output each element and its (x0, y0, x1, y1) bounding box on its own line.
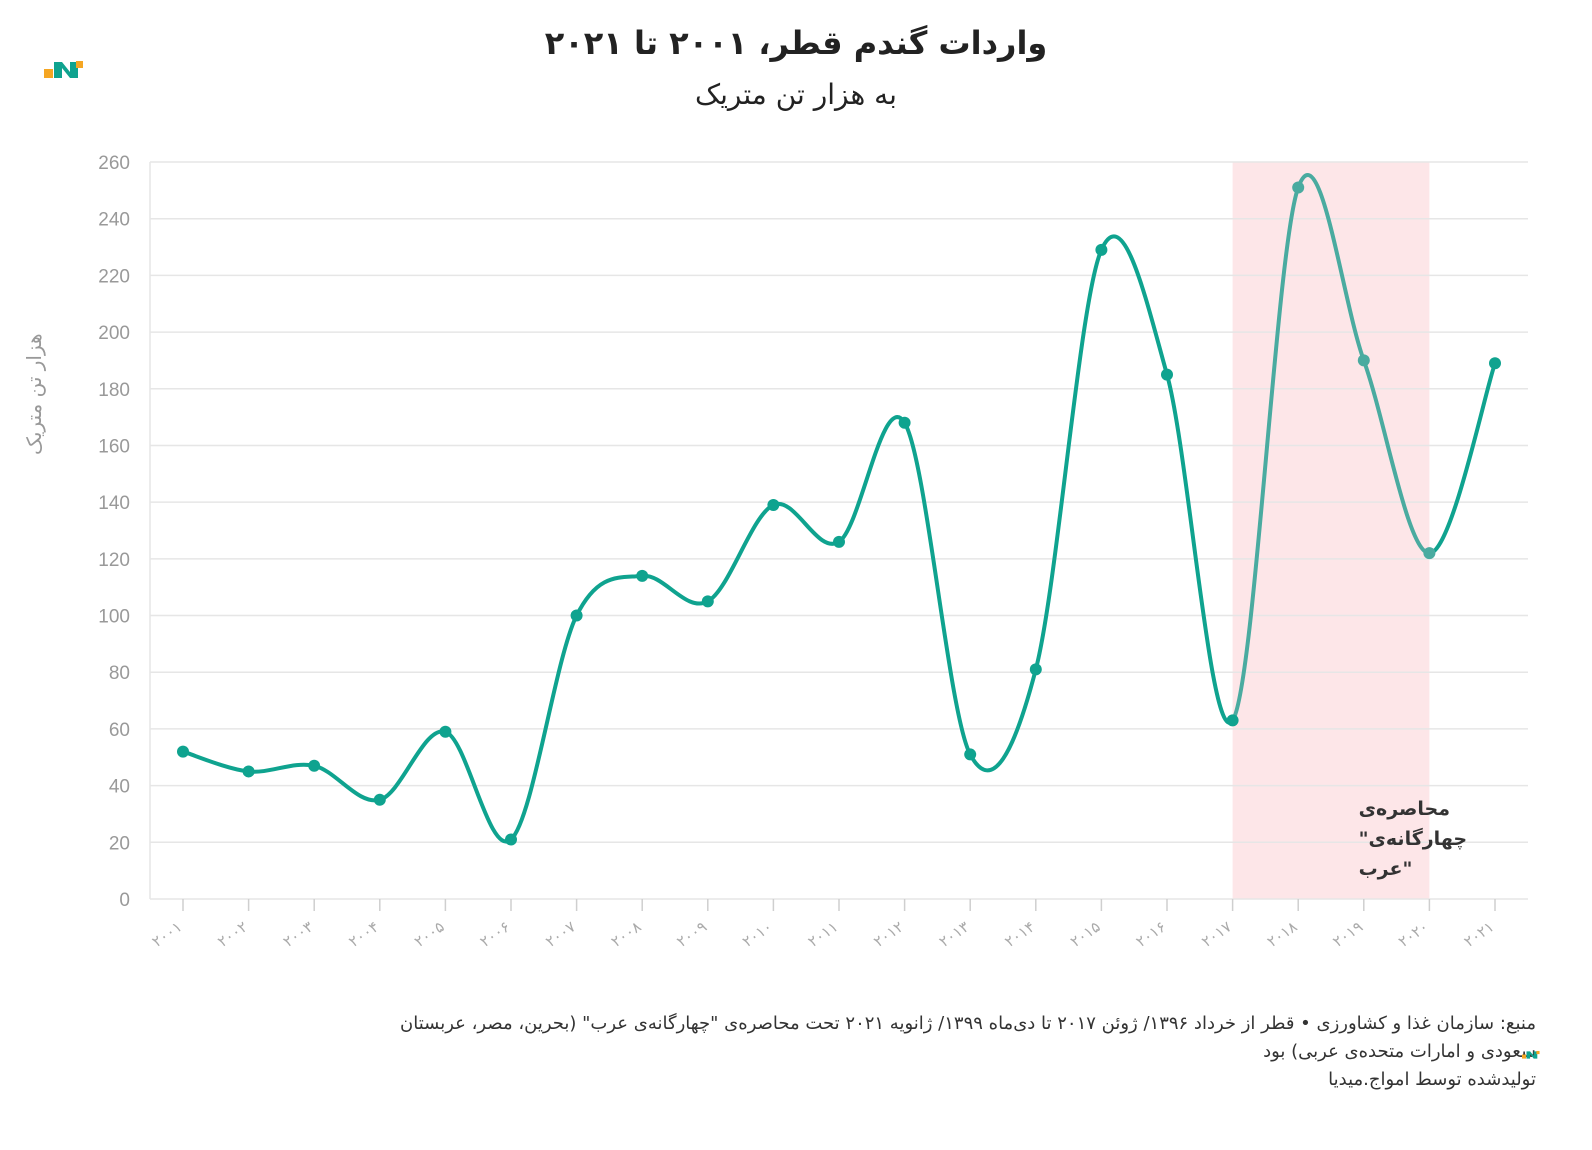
x-tick-label: ۲۰۱۰ (739, 918, 776, 951)
y-tick-label: 240 (98, 210, 130, 231)
x-tick-label: ۲۰۰۸ (608, 918, 645, 951)
blockade-label-line: محاصره‌ی (1359, 798, 1450, 820)
data-point (1029, 663, 1042, 676)
x-tick-label: ۲۰۰۲ (214, 918, 251, 951)
y-tick-label: 260 (98, 153, 130, 174)
data-point (308, 759, 321, 772)
x-tick-label: ۲۰۰۳ (280, 918, 317, 951)
series-line-segment (771, 501, 841, 546)
series-line-segment (1230, 185, 1301, 723)
x-tick-label: ۲۰۰۴ (345, 918, 382, 951)
series-line-segment (377, 729, 448, 802)
data-point (373, 793, 386, 806)
blockade-label-line: "عرب (1359, 858, 1413, 880)
data-point (505, 833, 517, 846)
x-tick-label: ۲۰۱۳ (936, 918, 973, 951)
data-point (636, 569, 649, 582)
series-line-segment (1099, 234, 1169, 377)
data-point (242, 765, 255, 778)
source-line-1: منبع: سازمان غذا و کشاورزی • قطر از خردا… (400, 1013, 1536, 1034)
line-chart: 0 20 40 60 80 100 120 140 160 180 200 220 240 260 ۲۰۰… (98, 153, 1528, 951)
data-point (1292, 181, 1305, 194)
data-point (898, 416, 911, 429)
x-tick-label: ۲۰۱۴ (1001, 918, 1038, 951)
x-tick-label: ۲۰۱۵ (1067, 918, 1104, 951)
series-line-segment (181, 749, 251, 774)
y-tick-label: 140 (98, 493, 130, 514)
series-line-segment (574, 573, 645, 618)
data-point (964, 748, 977, 761)
x-tick-label: ۲۰۰۹ (673, 918, 710, 951)
blockade-band-rect (1232, 162, 1430, 899)
x-tick-label: ۲۰۱۷ (1198, 918, 1235, 951)
x-tick-label: ۲۰۰۵ (411, 918, 448, 951)
x-tick-label: ۲۰۰۶ (477, 918, 514, 951)
series-line-segment (968, 667, 1038, 773)
blockade-annotation: محاصره‌ی چهارگانه‌ی" "عرب (1359, 798, 1467, 880)
data-point (1423, 547, 1436, 560)
blockade-band (1232, 162, 1430, 899)
y-tick-label: 60 (109, 720, 130, 741)
series-line (181, 173, 1497, 844)
amwaj-small-logo-icon (1522, 1050, 1540, 1059)
y-tick-label: 0 (119, 890, 130, 911)
series-line-segment (1165, 372, 1235, 725)
x-tick-labels: ۲۰۰۱ ۲۰۰۲ ۲۰۰۳ ۲۰۰۴ ۲۰۰۵ ۲۰۰۶ ۲۰۰۷ ۲۰۰۸ ۲۰۰۹ ۲۰۱۰… (149, 899, 1498, 951)
x-tick-label: ۲۰۱۲ (870, 918, 907, 951)
y-tick-label: 40 (109, 777, 130, 798)
series-line-segment (902, 420, 973, 757)
chart-title: واردات گندم قطر، ۲۰۰۱ تا ۲۰۲۱ (544, 24, 1048, 62)
data-point (833, 535, 845, 548)
x-tick-label: ۲۰۱۹ (1329, 918, 1366, 951)
source-line-2: سعودی و امارات متحده‌ی عربی) بود (1263, 1041, 1536, 1062)
y-tick-label: 180 (98, 380, 130, 401)
chart-subtitle: به هزار تن متریک (695, 78, 897, 111)
amwaj-logo-icon (44, 61, 83, 78)
y-tick-label: 120 (98, 550, 130, 571)
y-tick-label: 20 (109, 833, 130, 854)
x-tick-label: ۲۰۲۱ (1461, 918, 1498, 951)
footer: منبع: سازمان غذا و کشاورزی • قطر از خردا… (96, 1010, 1536, 1094)
data-point (1226, 714, 1239, 727)
series-points (177, 181, 1501, 846)
series-line-segment (837, 415, 907, 544)
series-line-segment (1296, 173, 1366, 363)
x-tick-label: ۲۰۰۷ (542, 918, 579, 951)
series-line-segment (509, 613, 579, 842)
credit-line: تولیدشده توسط امواج.میدیا (1328, 1069, 1536, 1090)
data-point (767, 498, 780, 511)
series-line-segment (443, 729, 513, 844)
data-point (1489, 357, 1501, 370)
y-tick-label: 160 (98, 436, 130, 457)
data-point (1161, 368, 1173, 381)
data-point (1357, 354, 1370, 367)
data-point (701, 595, 714, 608)
series-line-segment (312, 763, 382, 803)
blockade-label-line: چهارگانه‌ی" (1359, 827, 1467, 850)
series-line-segment (705, 502, 776, 604)
x-tick-label: ۲۰۱۸ (1264, 918, 1301, 951)
y-tick-label: 220 (98, 266, 130, 287)
series-line-segment (1033, 247, 1104, 672)
x-tick-label: ۲۰۲۰ (1395, 918, 1432, 951)
series-line-segment (640, 573, 710, 606)
data-point (570, 609, 583, 622)
y-tick-labels: 0 20 40 60 80 100 120 140 160 180 200 220 240 260 (98, 153, 130, 911)
y-tick-label: 80 (109, 663, 130, 684)
data-point (177, 745, 189, 758)
series-line-segment (246, 762, 317, 774)
y-tick-label: 100 (98, 607, 130, 628)
x-tick-label: ۲۰۱۱ (805, 918, 842, 951)
data-point (1095, 243, 1108, 256)
x-tick-label: ۲۰۱۶ (1133, 918, 1170, 951)
data-point (439, 725, 452, 738)
series-line-segment (1361, 358, 1432, 556)
x-tick-label: ۲۰۰۱ (149, 918, 186, 951)
y-tick-label: 200 (98, 323, 130, 344)
series-line-segment (1427, 361, 1497, 556)
